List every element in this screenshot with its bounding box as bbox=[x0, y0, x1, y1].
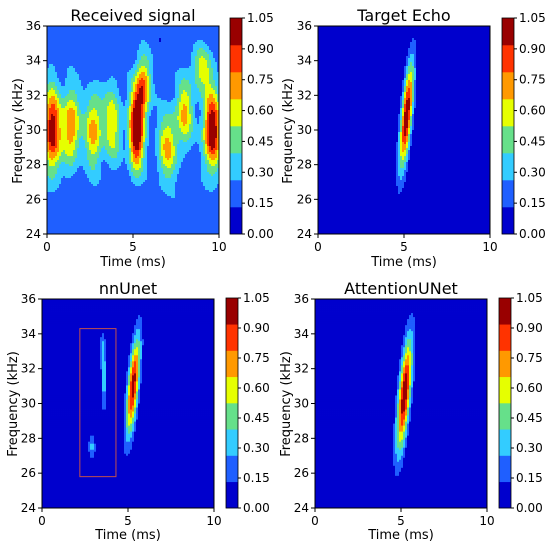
heatmap-cells bbox=[47, 26, 219, 234]
panel-title: Received signal bbox=[70, 6, 195, 25]
